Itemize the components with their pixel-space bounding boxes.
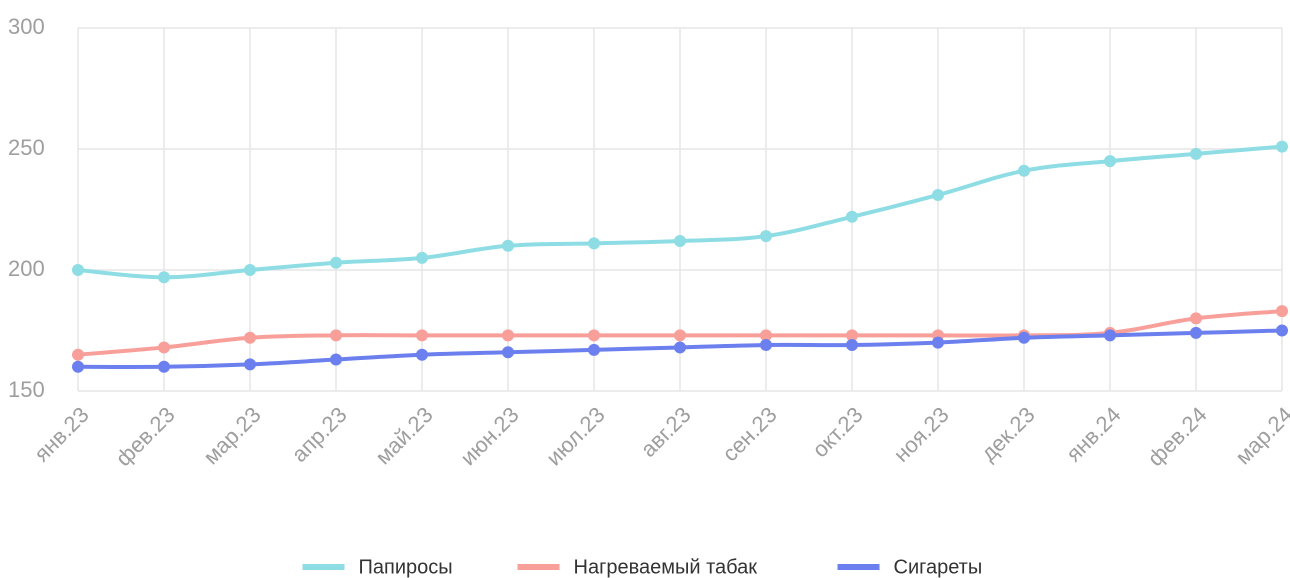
data-point xyxy=(1190,147,1202,160)
data-point xyxy=(674,234,686,247)
data-point xyxy=(1276,324,1288,337)
data-point xyxy=(416,348,428,361)
y-tick-label: 200 xyxy=(8,256,45,281)
data-point xyxy=(158,341,170,354)
data-point xyxy=(674,341,686,354)
x-tick-label: сен.23 xyxy=(717,402,781,466)
data-point xyxy=(244,331,256,344)
data-point xyxy=(846,329,858,342)
data-point xyxy=(72,360,84,373)
x-tick-label: авг.23 xyxy=(636,402,696,462)
data-point xyxy=(416,251,428,264)
x-tick-label: мар.24 xyxy=(1230,402,1290,469)
x-tick-label: окт.23 xyxy=(807,402,867,462)
x-tick-label: апр.23 xyxy=(287,402,352,467)
data-point xyxy=(846,339,858,352)
data-point xyxy=(760,230,772,243)
data-point xyxy=(674,329,686,342)
data-point xyxy=(158,271,170,284)
data-point xyxy=(244,264,256,276)
data-point xyxy=(72,264,84,276)
legend-label: Папиросы xyxy=(359,556,453,578)
data-point xyxy=(502,329,514,342)
x-tick-label: дек.23 xyxy=(976,402,1040,466)
legend-label: Нагреваемый табак xyxy=(574,556,758,578)
data-point xyxy=(760,339,772,352)
data-point xyxy=(1018,164,1030,177)
data-point xyxy=(330,329,342,342)
x-tick-label: июл.23 xyxy=(541,402,609,470)
y-tick-label: 300 xyxy=(8,14,45,39)
data-point xyxy=(1018,331,1030,344)
data-point xyxy=(1276,140,1288,153)
data-point xyxy=(932,188,944,201)
y-tick-label: 150 xyxy=(8,377,45,402)
x-tick-label: июн.23 xyxy=(455,402,523,470)
data-point xyxy=(72,348,84,361)
x-tick-label: янв.24 xyxy=(1061,402,1126,467)
data-point xyxy=(502,346,514,359)
data-point xyxy=(1276,305,1288,318)
data-point xyxy=(760,329,772,342)
x-tick-label: май.23 xyxy=(370,402,437,469)
data-point xyxy=(502,239,514,252)
x-tick-label: ноя.23 xyxy=(889,402,954,467)
data-point xyxy=(932,336,944,349)
data-point xyxy=(588,237,600,250)
data-point xyxy=(1190,312,1202,325)
data-point xyxy=(330,256,342,269)
data-point xyxy=(1190,326,1202,339)
x-tick-label: фев.24 xyxy=(1143,402,1212,471)
legend-label: Сигареты xyxy=(894,556,983,578)
x-tick-label: янв.23 xyxy=(29,402,94,467)
data-point xyxy=(158,360,170,373)
data-point xyxy=(588,329,600,342)
data-point xyxy=(244,358,256,371)
data-point xyxy=(1104,155,1116,168)
y-tick-label: 250 xyxy=(8,135,45,160)
data-point xyxy=(588,343,600,356)
x-tick-label: мар.23 xyxy=(198,402,265,469)
x-tick-label: фев.23 xyxy=(111,402,180,471)
data-point xyxy=(846,210,858,223)
data-point xyxy=(330,353,342,366)
data-point xyxy=(416,329,428,342)
data-point xyxy=(1104,329,1116,342)
